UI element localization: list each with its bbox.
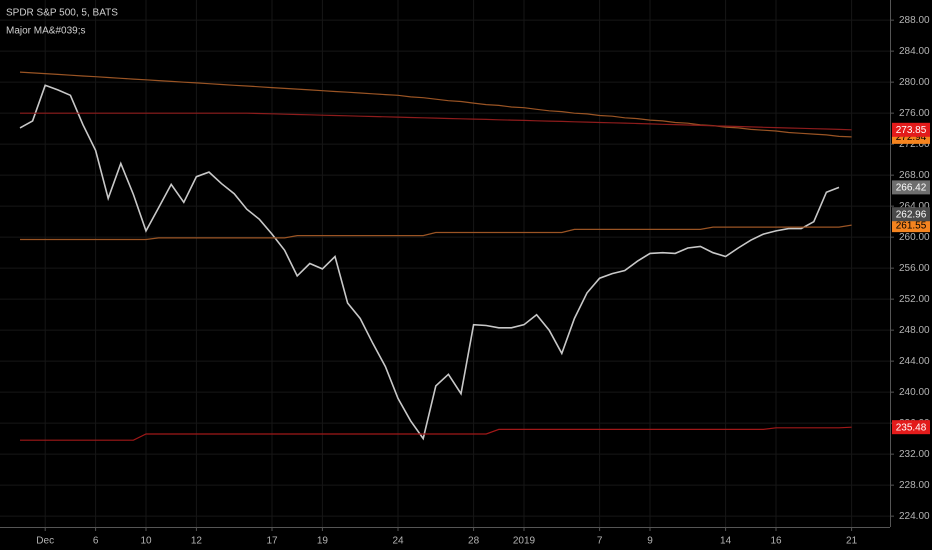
price-label: 261.55 xyxy=(896,220,927,231)
y-tick-label: 240.00 xyxy=(899,387,930,398)
price-line xyxy=(19,84,840,441)
x-tick-label: 19 xyxy=(317,536,329,547)
price-label-box xyxy=(892,420,930,435)
price-label-box xyxy=(892,180,930,195)
axes: 224.00228.00232.00236.00240.00244.00248.… xyxy=(36,15,930,547)
price-label-box xyxy=(892,122,930,137)
x-tick-label: Dec xyxy=(36,536,54,547)
x-tick-label: 6 xyxy=(93,536,99,547)
marker-label-box xyxy=(892,207,930,222)
y-tick-label: 248.00 xyxy=(899,325,930,336)
moving-average-line xyxy=(20,112,852,131)
price-label: 272.94 xyxy=(896,132,927,143)
x-tick-label: 17 xyxy=(266,536,278,547)
y-tick-label: 276.00 xyxy=(899,108,930,119)
x-tick-label: 24 xyxy=(392,536,404,547)
y-tick-label: 260.00 xyxy=(899,232,930,243)
moving-average-line xyxy=(20,426,852,441)
y-tick-label: 280.00 xyxy=(899,77,930,88)
moving-average-line xyxy=(20,224,852,241)
indicator-name: Major MA&#039;s xyxy=(6,26,85,37)
plot xyxy=(19,71,852,441)
x-tick-label: 14 xyxy=(720,536,732,547)
x-tick-label: 10 xyxy=(140,536,152,547)
y-tick-label: 256.00 xyxy=(899,263,930,274)
x-tick-label: 7 xyxy=(597,536,603,547)
y-tick-label: 268.00 xyxy=(899,170,930,181)
x-tick-label: 21 xyxy=(846,536,858,547)
x-tick-label: 16 xyxy=(770,536,782,547)
y-tick-label: 284.00 xyxy=(899,46,930,57)
price-label: 266.42 xyxy=(896,183,927,194)
y-tick-label: 244.00 xyxy=(899,356,930,367)
x-tick-label: 28 xyxy=(468,536,480,547)
grid xyxy=(0,0,890,527)
x-tick-label: 9 xyxy=(647,536,653,547)
price-label-box xyxy=(892,218,930,233)
y-tick-label: 288.00 xyxy=(899,15,930,26)
y-tick-label: 224.00 xyxy=(899,511,930,522)
price-label: 235.48 xyxy=(896,422,927,433)
x-tick-label: 12 xyxy=(191,536,203,547)
price-label: 273.85 xyxy=(896,125,927,136)
y-tick-label: 272.00 xyxy=(899,139,930,150)
x-tick-label: 2019 xyxy=(513,536,536,547)
y-tick-label: 252.00 xyxy=(899,294,930,305)
y-tick-label: 232.00 xyxy=(899,449,930,460)
y-tick-label: 264.00 xyxy=(899,201,930,212)
chart-title: SPDR S&P 500, 5, BATS xyxy=(6,8,118,19)
marker-label: 262.96 xyxy=(896,209,927,220)
y-tick-label: 228.00 xyxy=(899,480,930,491)
